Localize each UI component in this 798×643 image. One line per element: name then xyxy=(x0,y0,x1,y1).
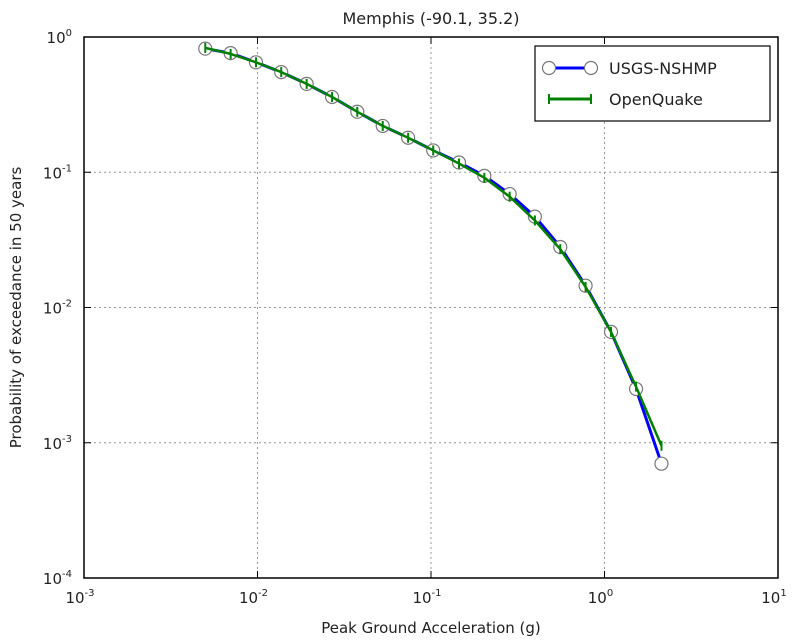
x-tick-label: 10-1 xyxy=(412,588,441,607)
x-axis-label: Peak Ground Acceleration (g) xyxy=(321,619,541,637)
x-tick-label: 10-3 xyxy=(65,588,94,607)
data-point xyxy=(654,456,669,471)
legend-label: USGS-NSHMP xyxy=(609,59,717,78)
legend-marker xyxy=(583,60,599,76)
chart-title: Memphis (-90.1, 35.2) xyxy=(342,9,519,28)
y-tick-label: 10-3 xyxy=(43,434,72,453)
series-openquake xyxy=(204,42,663,451)
y-tick-label: 10-1 xyxy=(43,163,72,182)
x-tick-label: 101 xyxy=(761,588,786,607)
legend: USGS-NSHMP OpenQuake xyxy=(534,45,771,122)
legend-box xyxy=(534,45,771,122)
x-tick-label: 100 xyxy=(588,588,613,607)
y-tick-label: 100 xyxy=(47,28,72,47)
legend-label: OpenQuake xyxy=(609,90,703,109)
y-tick-label: 10-4 xyxy=(43,569,72,588)
grid-lines xyxy=(84,37,778,578)
y-axis-label: Probability of exceedance in 50 years xyxy=(7,167,25,449)
x-tick-label: 10-2 xyxy=(239,588,268,607)
series-layer xyxy=(198,41,669,471)
legend-marker xyxy=(541,60,557,76)
y-tick-label: 10-2 xyxy=(43,299,72,318)
